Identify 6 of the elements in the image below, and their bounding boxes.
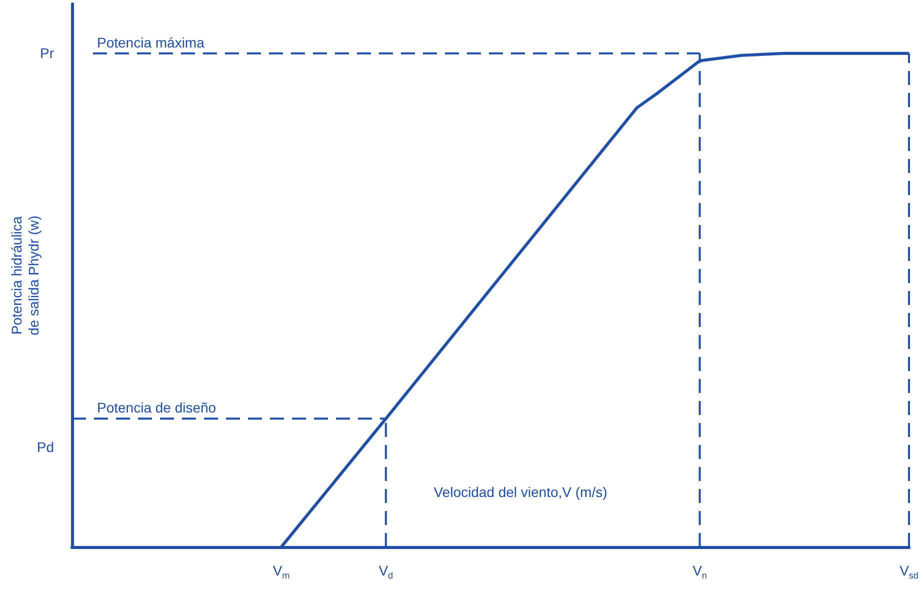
y-axis-title: Potencia hidráulica de salida Phydr (w) [8,216,42,336]
text: Pr [40,45,54,61]
annotation: Potencia de diseño [97,400,216,416]
x-axis-title: Velocidad del viento,V (m/s) [434,484,608,500]
annotation: Potencia máxima [97,34,205,50]
text: Pd [36,439,54,455]
